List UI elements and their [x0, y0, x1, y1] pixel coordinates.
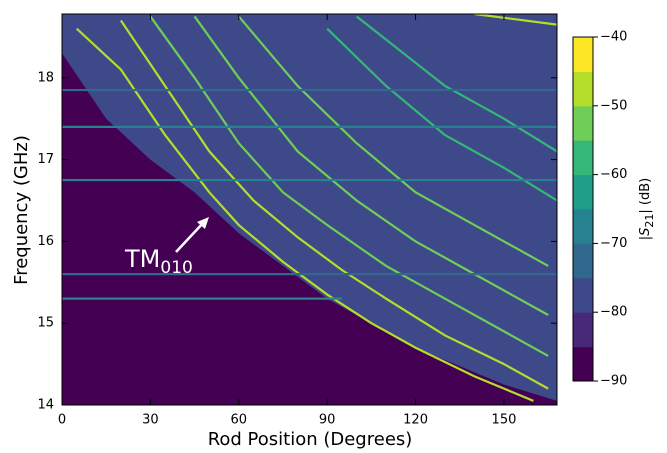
- mode-line: [120, 19, 549, 390]
- overlay: 0 30 60 90 120 150 14 15 16 17 18 TM010 −90 −80 −70 −60…: [37, 13, 657, 428]
- colorbar-level: [573, 71, 593, 107]
- colorbar-level: [573, 209, 593, 244]
- y-tick-label: 18: [37, 70, 54, 85]
- y-tick-label: 16: [37, 234, 54, 249]
- heatmap-region: [62, 14, 557, 401]
- colorbar-level: [573, 312, 593, 348]
- colorbar-label-sub: 21: [643, 214, 656, 228]
- colorbar-level: [573, 140, 593, 176]
- colorbar-level: [573, 346, 593, 382]
- annotation-arrowhead: [197, 217, 209, 229]
- annotation-subscript: 010: [160, 258, 192, 278]
- y-axis-label: Frequency (GHz): [11, 135, 32, 285]
- colorbar-level: [573, 37, 593, 72]
- x-axis-label: Rod Position (Degrees): [208, 429, 413, 450]
- colorbar-level: [573, 243, 593, 279]
- plot-frame: [61, 13, 558, 406]
- mode-line: [355, 15, 557, 153]
- colorbar-frame: [572, 36, 594, 382]
- x-tick-label: 90: [319, 413, 336, 428]
- colorbar-label-part: |S: [638, 228, 653, 241]
- annotation-arrow: [175, 221, 205, 253]
- plot-area: [62, 14, 557, 405]
- colorbar-tick-label: −80: [600, 305, 627, 320]
- x-tick-label: 60: [231, 413, 248, 428]
- colorbar-label-part: | (dB): [638, 178, 653, 214]
- colorbar-level: [573, 277, 593, 313]
- mode-line: [75, 27, 534, 402]
- colorbar-tick-label: −60: [600, 167, 627, 182]
- y-tick-label: 15: [37, 316, 54, 331]
- mode-line: [149, 15, 549, 357]
- annotation: TM010: [124, 245, 193, 278]
- x-tick-label: 30: [142, 413, 159, 428]
- x-tick-label: 0: [58, 413, 66, 428]
- annotation-text: TM: [124, 245, 160, 273]
- colorbar-tick-label: −40: [600, 30, 627, 45]
- colorbar-tick-label: −70: [600, 236, 627, 251]
- colorbar-level: [573, 105, 593, 141]
- x-tick-label: 150: [492, 413, 517, 428]
- y-tick-label: 14: [37, 398, 54, 413]
- x-tick-label: 120: [403, 413, 428, 428]
- mode-line: [474, 14, 557, 26]
- colorbar-tick-label: −50: [600, 98, 627, 113]
- mode-line: [237, 15, 549, 267]
- colorbar-label: |S21| (dB): [638, 178, 657, 240]
- mode-line: [326, 27, 557, 202]
- y-tick-label: 17: [37, 152, 54, 167]
- colorbar-tick-label: −90: [600, 374, 627, 389]
- colorbar-level: [573, 174, 593, 210]
